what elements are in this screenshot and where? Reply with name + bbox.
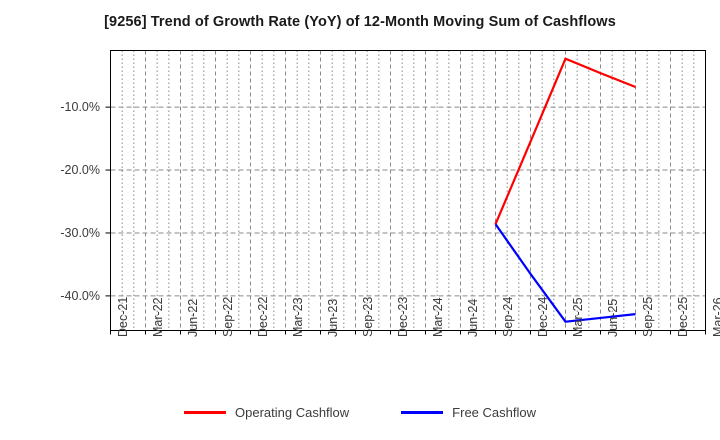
legend-label: Operating Cashflow [235,405,350,420]
x-axis-tick-label: Mar-26 [710,296,720,337]
series-line [494,223,636,323]
legend-color-swatch [401,411,444,414]
y-axis-tick-label: -40.0% [60,288,100,303]
x-axis-tick-label: Jun-22 [185,298,200,337]
y-axis-tick-label: -10.0% [60,100,100,115]
chart-title: [9256] Trend of Growth Rate (YoY) of 12-… [104,14,616,30]
x-axis-tick-label: Dec-25 [675,296,690,337]
legend-item[interactable]: Free Cashflow [401,405,536,420]
x-axis-tick-label: Jun-25 [605,298,620,337]
x-axis-tick-label: Mar-25 [570,296,585,337]
y-axis-tick-label: -30.0% [60,225,100,240]
x-axis-tick-label: Mar-23 [290,296,305,337]
x-axis-tick-label: Sep-25 [640,296,655,337]
y-axis-tick-label: -20.0% [60,163,100,178]
legend-color-swatch [184,411,226,414]
gridlines [105,50,706,335]
series-lines [494,57,636,323]
x-axis-tick-label: Mar-24 [430,296,445,337]
x-axis-tick-label: Sep-22 [220,296,235,337]
x-axis-tick-label: Jun-23 [325,298,340,337]
x-axis-tick-label: Dec-24 [535,296,550,337]
plot-frame [110,50,706,331]
x-axis-tick-label: Sep-24 [500,296,515,337]
legend-label: Free Cashflow [452,405,536,420]
legend-item[interactable]: Operating Cashflow [184,405,349,420]
x-axis-tick-label: Sep-23 [360,296,375,337]
x-axis-tick-label: Dec-22 [255,296,270,337]
x-axis-tick-label: Dec-23 [395,296,410,337]
x-axis-tick-label: Dec-21 [115,296,130,337]
x-axis-tick-label: Mar-22 [150,296,165,337]
series-line [494,57,636,225]
chart-legend: Operating Cashflow Free Cashflow [0,405,720,420]
x-axis-tick-label: Jun-24 [465,298,480,337]
